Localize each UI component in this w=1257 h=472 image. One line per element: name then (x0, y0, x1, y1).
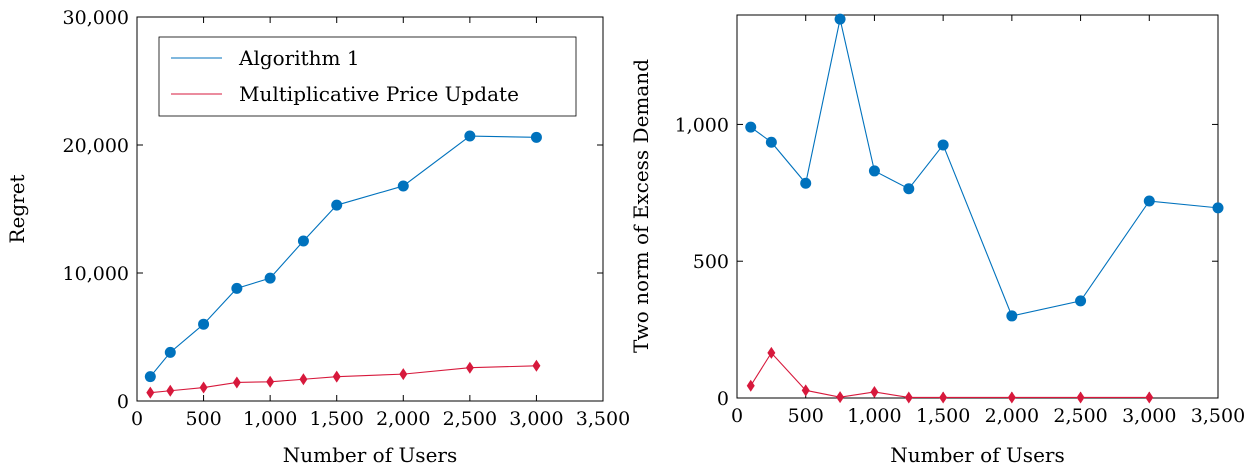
x-tick-label: 0 (131, 408, 143, 430)
y-tick-label: 0 (717, 388, 729, 410)
series-1 (745, 13, 1224, 322)
data-point (199, 381, 208, 394)
data-point (198, 318, 210, 330)
data-point (465, 361, 474, 374)
y-tick-label: 30,000 (63, 7, 129, 29)
x-tick-label: 3,500 (1191, 405, 1245, 427)
y-tick-label: 20,000 (63, 135, 129, 157)
data-point (870, 385, 879, 398)
chart-2: 0 500 1,000 1,500 2,000 2,500 3,000 3,500 0 500 1,… (629, 13, 1245, 467)
data-point (299, 373, 308, 386)
x-tick-label: 3,000 (1122, 405, 1176, 427)
data-point (1212, 202, 1224, 214)
x-tick-label: 3,500 (576, 408, 630, 430)
x-tick-label: 3,000 (509, 408, 563, 430)
series-line (750, 351, 1150, 399)
data-point (746, 379, 755, 392)
y-axis-label: Two norm of Excess Demand (629, 59, 653, 353)
x-axis-label: Number of Users (890, 443, 1064, 467)
legend-box (158, 36, 577, 117)
data-point (1006, 310, 1018, 322)
data-point (937, 139, 949, 151)
data-point (232, 376, 241, 389)
data-point (1143, 195, 1155, 207)
series-1 (144, 130, 542, 383)
data-point (166, 384, 175, 397)
data-point (765, 136, 777, 148)
y-axis-label: Regret (5, 174, 29, 243)
plot-frame (136, 16, 604, 402)
legend: Algorithm 1 Multiplicative Price Update (158, 36, 577, 117)
y-tick-label: 500 (693, 251, 729, 273)
x-axis-label: Number of Users (283, 443, 457, 467)
x-tick-label: 0 (731, 405, 743, 427)
x-tick-label: 2,500 (1053, 405, 1107, 427)
data-point (939, 391, 948, 404)
y-tick-label: 10,000 (63, 263, 129, 285)
data-point (745, 121, 757, 133)
series-line (750, 18, 1219, 317)
data-point (1075, 295, 1087, 307)
data-point (1076, 391, 1085, 404)
data-point (868, 165, 880, 177)
x-tick-label: 1,000 (847, 405, 901, 427)
x-tick-label: 500 (788, 405, 824, 427)
data-point (397, 180, 409, 192)
data-point (331, 199, 343, 211)
series-2 (146, 359, 541, 399)
data-point (834, 13, 846, 25)
data-point (767, 346, 776, 359)
x-tick-label: 500 (185, 408, 221, 430)
data-point (903, 183, 915, 195)
data-point (144, 371, 156, 383)
data-point (231, 282, 243, 294)
x-tick-label: 1,000 (243, 408, 297, 430)
data-point (332, 370, 341, 383)
x-tick-label: 1,500 (310, 408, 364, 430)
data-point (530, 131, 542, 143)
series-line (149, 135, 537, 378)
x-tick-label: 1,500 (916, 405, 970, 427)
chart-1: 0 500 1,000 1,500 2,000 2,500 3,000 3,500 0 10,00… (5, 7, 630, 467)
x-tick-label: 2,000 (985, 405, 1039, 427)
data-point (1145, 391, 1154, 404)
data-point (801, 384, 810, 397)
data-point (266, 375, 275, 388)
data-point (532, 359, 541, 372)
legend-label: Algorithm 1 (238, 46, 360, 70)
series-2 (746, 346, 1154, 404)
data-point (297, 235, 309, 247)
data-point (464, 130, 476, 142)
x-tick-label: 2,500 (443, 408, 497, 430)
data-point (800, 177, 812, 189)
series-line (150, 365, 537, 394)
data-point (146, 386, 155, 399)
data-point (836, 391, 845, 404)
data-point (264, 272, 276, 284)
data-point (399, 368, 408, 381)
data-point (164, 346, 176, 358)
legend-label: Multiplicative Price Update (239, 82, 519, 106)
x-tick-label: 2,000 (376, 408, 430, 430)
data-point (1007, 391, 1016, 404)
data-point (904, 391, 913, 404)
y-tick-label: 0 (117, 391, 129, 413)
y-tick-label: 1,000 (675, 114, 729, 136)
